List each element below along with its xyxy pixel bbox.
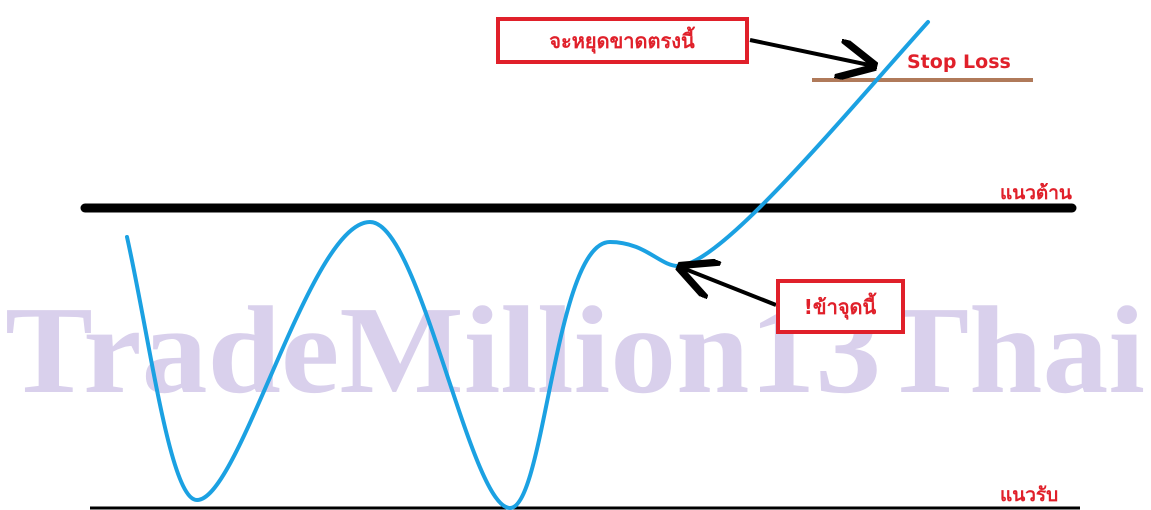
- watermark: TradeMillion13Thai: [5, 282, 1145, 420]
- level-label: แนวต้าน: [1000, 182, 1072, 204]
- callout-box: [776, 279, 905, 334]
- callout-label: !ข้าจุดนี้: [804, 292, 878, 320]
- arrow: [680, 267, 777, 307]
- callout-label: จะหยุดขาดตรงนี้: [549, 26, 696, 54]
- callout-box: [496, 17, 749, 64]
- price-line: [125, 20, 930, 510]
- level-label: แนวรับ: [1000, 484, 1058, 506]
- arrow: [749, 38, 874, 66]
- level-label: Stop Loss: [907, 51, 1011, 73]
